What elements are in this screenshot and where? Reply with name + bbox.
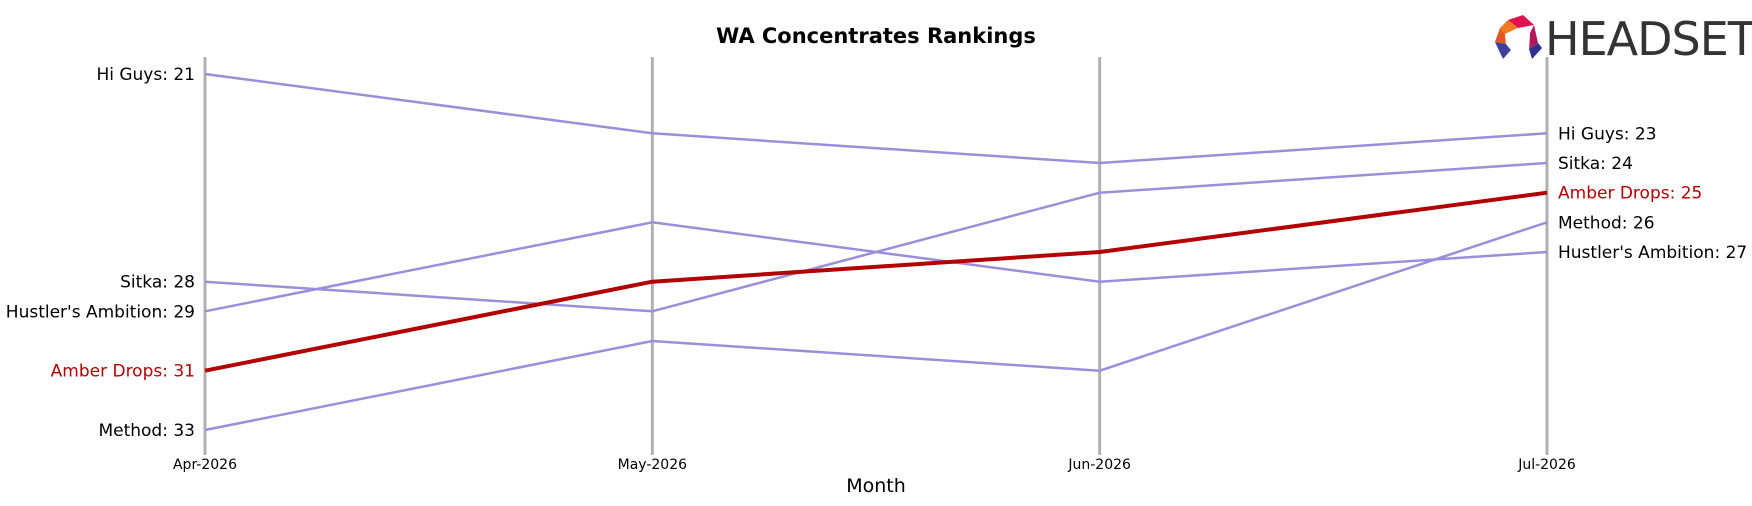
gridlines	[203, 57, 1549, 455]
end-label: Hi Guys: 23	[1558, 124, 1657, 144]
start-label: Method: 33	[98, 421, 195, 441]
end-label: Amber Drops: 25	[1558, 184, 1702, 204]
series-line	[204, 221, 1548, 313]
start-label: Sitka: 28	[120, 273, 195, 293]
x-axis-label: Month	[846, 475, 906, 497]
headset-logo: HEADSET	[1495, 12, 1752, 66]
end-labels: Hi Guys: 23 Sitka: 24 Amber Drops: 25 Metho…	[1558, 124, 1747, 263]
x-tick-label: Jun-2026	[1067, 457, 1131, 473]
start-labels: Hi Guys: 21 Sitka: 28 Hustler's Ambition: …	[6, 65, 195, 441]
start-label: Hi Guys: 21	[96, 65, 195, 85]
logo-text: HEADSET	[1545, 12, 1752, 66]
series-line	[204, 221, 1548, 432]
chart-title: WA Concentrates Rankings	[716, 24, 1036, 48]
end-label: Sitka: 24	[1558, 154, 1633, 174]
x-ticks: Apr-2026 May-2026 Jun-2026 Jul-2026	[173, 457, 1576, 473]
x-tick-label: May-2026	[618, 457, 687, 473]
x-tick-label: Jul-2026	[1517, 457, 1576, 473]
end-label: Hustler's Ambition: 27	[1558, 243, 1747, 263]
start-label: Hustler's Ambition: 29	[6, 302, 195, 322]
x-tick-label: Apr-2026	[173, 457, 237, 473]
series-line	[204, 190, 1548, 373]
logo-mark-icon	[1495, 15, 1542, 59]
series-line	[204, 72, 1548, 165]
start-label: Amber Drops: 31	[51, 362, 195, 382]
series-lines	[204, 72, 1548, 432]
end-label: Method: 26	[1558, 213, 1655, 233]
